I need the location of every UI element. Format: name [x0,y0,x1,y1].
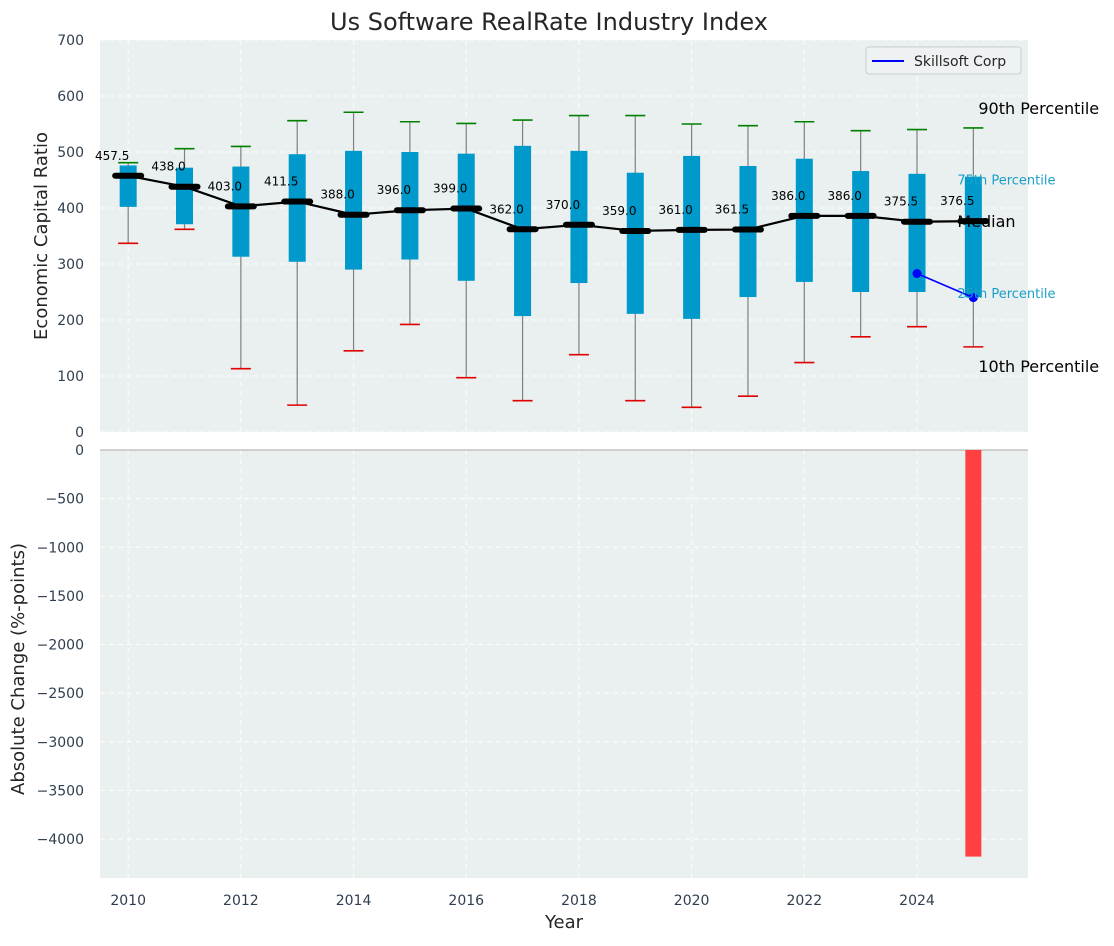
median-value-label: 411.5 [264,175,298,189]
x-tick-label: 2016 [448,893,484,909]
box-2014 [345,150,363,270]
box-2020 [683,155,701,319]
top-y-tick-label: 300 [57,257,84,273]
x-tick-label: 2014 [336,893,372,909]
median-value-label: 386.0 [771,189,805,203]
median-line [127,174,974,233]
box-2025 [964,176,982,298]
box-2010 [119,165,137,207]
series-point-skillsoft [912,269,922,279]
x-tick-label: 2010 [110,893,146,909]
x-tick-label: 2024 [899,893,935,909]
x-axis-label: Year [544,912,584,933]
median-value-label: 359.0 [602,204,636,218]
box-2019 [626,172,644,314]
annotation-median: Median [957,212,1015,231]
bottom-y-tick-label: −500 [46,492,84,508]
series-line-skillsoft [916,272,974,299]
x-tick-label: 2020 [674,893,710,909]
chart-title: Us Software RealRate Industry Index [330,8,768,36]
box-2016 [457,153,475,281]
median-value-label: 403.0 [208,179,242,193]
median-value-label: 361.0 [658,203,692,217]
change-bar-2025 [965,450,982,857]
median-value-label: 375.5 [884,195,918,209]
bottom-panel-background [100,450,1028,878]
series-point-skillsoft [968,293,978,303]
median-value-label: 396.0 [377,183,411,197]
median-value-label: 361.5 [715,203,749,217]
top-y-tick-label: 400 [57,201,84,217]
median-value-label: 388.0 [320,188,354,202]
median-value-label: 370.0 [546,198,580,212]
median-value-label: 457.5 [95,149,129,163]
median-value-label: 376.5 [940,194,974,208]
annotation-p90: 90th Percentile [978,99,1099,118]
bottom-y-tick-label: 0 [75,443,84,459]
top-y-tick-label: 100 [57,369,84,385]
annotation-p75: 75th Percentile [957,174,1055,189]
box-2018 [570,150,588,284]
bottom-y-tick-label: −1000 [37,540,84,556]
legend-label-skillsoft: Skillsoft Corp [914,54,1006,70]
top-y-tick-label: 200 [57,313,84,329]
x-tick-label: 2022 [786,893,822,909]
box-2022 [795,158,813,282]
top-y-tick-label: 0 [75,425,84,441]
top-y-tick-label: 700 [57,33,84,49]
bottom-y-tick-label: −2000 [37,638,84,654]
bottom-y-tick-label: −3000 [37,735,84,751]
median-value-label: 386.0 [827,189,861,203]
bottom-y-tick-label: −3500 [37,783,84,799]
top-y-axis-label: Economic Capital Ratio [31,132,52,340]
box-2024 [908,173,926,292]
x-tick-label: 2012 [223,893,259,909]
legend-box [865,46,1022,75]
x-tick-label: 2018 [561,893,597,909]
bottom-y-axis-label: Absolute Change (%-points) [8,543,29,795]
box-2011 [176,167,194,225]
box-2015 [401,152,419,260]
median-value-label: 399.0 [433,182,467,196]
annotation-p10: 10th Percentile [978,357,1099,376]
box-2012 [232,166,250,257]
annotation-p25: 25th Percentile [957,287,1055,302]
top-y-tick-label: 600 [57,89,84,105]
median-value-label: 362.0 [489,202,523,216]
bottom-y-tick-label: −2500 [37,686,84,702]
top-y-tick-label: 500 [57,145,84,161]
top-panel-background [100,40,1028,432]
bottom-y-tick-label: −4000 [37,832,84,848]
box-2023 [852,171,870,292]
median-value-label: 438.0 [151,160,185,174]
box-2013 [288,154,306,262]
bottom-y-tick-label: −1500 [37,589,84,605]
